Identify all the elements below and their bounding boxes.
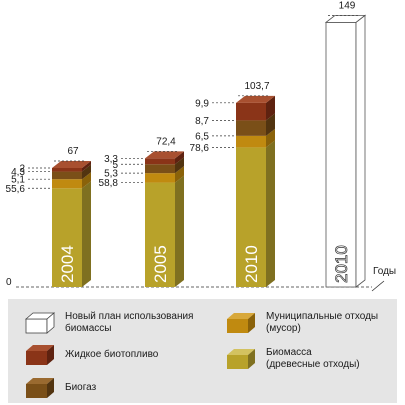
category-label: 2004 [58,245,77,283]
bar-segment-side [175,166,184,183]
bar-segment-side [355,14,366,288]
bar-segment [52,179,82,189]
bar-segment-side [82,172,91,189]
x-axis-label: Годы [373,266,396,277]
bar-segment-side [266,113,275,136]
swatch-top [227,349,255,355]
legend-item-biomass: Биомасса (древесные отходы) [226,347,360,371]
segment-value-label: 5 [112,160,118,171]
legend-label: Муниципальные отходы (мусор) [266,311,379,334]
segment-value-label: 55,6 [6,184,26,195]
biomass-swatch-icon [227,349,255,369]
bar-segment-side [82,164,91,180]
biogas-swatch-icon [26,378,54,398]
bar-segment [236,120,266,136]
bar-segment [236,147,266,287]
legend-item-biogas: Биогаз [25,377,96,399]
bar-segment [236,135,266,148]
bar-segment-side [175,175,184,287]
segment-value-label: 78,6 [190,143,210,154]
zero-label: 0 [6,277,12,288]
liquid-swatch-icon [26,345,54,365]
swatch-side [248,313,255,333]
total-value-label: 67 [67,146,79,157]
bar-segment-side [266,128,275,148]
bar-top [324,14,367,23]
swatch-side [248,349,255,369]
segment-value-label: 2 [19,164,25,175]
category-label: 2005 [151,245,170,283]
bar-segment [52,188,82,287]
legend-label: Биомасса (древесные отходы) [266,347,360,370]
axis-end-mark [371,280,385,292]
swatch-side [47,378,54,398]
segment-value-label: 6,5 [195,131,209,142]
legend-label: Жидкое биотопливо [65,349,159,360]
segment-value-label: 8,7 [195,116,209,127]
bar-segment-side [266,140,275,287]
bar-segment [145,182,175,287]
swatch-front [227,355,248,369]
swatch-side [47,345,54,365]
segment-value-label: 4,3 [11,167,25,178]
category-label: 2010 [332,245,351,283]
segment-value-label: 3,3 [104,154,118,165]
segment-value-label: 5,3 [104,169,118,180]
legend-label: Биогаз [65,382,97,393]
bar-segment-side [82,161,91,172]
bar-segment [52,171,82,180]
legend-label: Новый план использования биомассы [65,311,194,334]
swatch-front [25,318,48,334]
bar-segment-side [82,181,91,287]
segment-value-label: 9,9 [195,98,209,109]
legend-item-liquid: Жидкое биотопливо [25,344,158,366]
total-value-label: 149 [339,0,356,11]
total-value-label: 72,4 [156,136,176,147]
total-value-label: 103,7 [244,81,269,92]
bar-segment [145,164,175,174]
bar-segment [145,158,175,165]
bar-segment-side [266,95,275,121]
category-label: 2010 [242,245,261,283]
bar-segment [52,168,82,172]
bar-segment-side [175,157,184,174]
bar-segment [236,102,266,121]
swatch-front [227,319,248,333]
swatch-front [26,351,47,365]
bar-top [236,95,275,103]
bar-segment [145,173,175,183]
segment-value-label: 5,1 [11,175,25,186]
new-plan-swatch-icon [25,312,55,334]
bar-segment-side [175,151,184,165]
municipal-swatch-icon [227,313,255,333]
bar-top [52,161,91,169]
bar-top [145,151,184,159]
segment-value-label: 58,8 [99,178,119,189]
swatch-top [227,313,255,319]
swatch-top [26,345,54,351]
legend-item-new-plan: Новый план использования биомассы [25,311,193,335]
swatch-front [26,384,47,398]
legend: Новый план использования биомассы Муници… [8,299,397,403]
swatch-top [26,378,54,384]
legend-item-municipal: Муниципальные отходы (мусор) [226,311,378,335]
swatch-side [46,312,55,334]
